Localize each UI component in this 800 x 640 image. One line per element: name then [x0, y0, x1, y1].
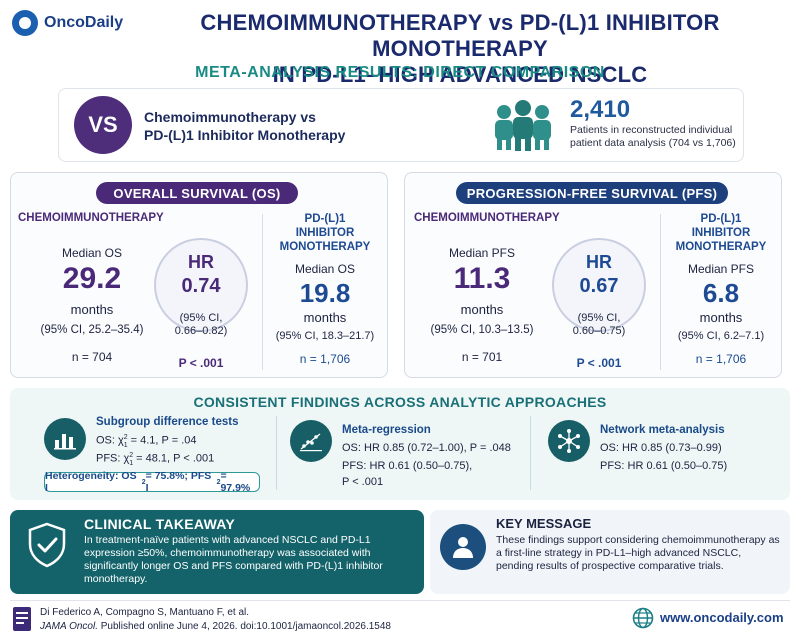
- footer-divider: [10, 600, 790, 601]
- shield-check-icon: [28, 522, 66, 568]
- citation-details: JAMA Oncol. Published online June 4, 202…: [40, 621, 391, 632]
- os-hr-ci-line1: (95% CI,: [179, 312, 223, 324]
- comparison-label-line1: Chemoimmunotherapy vs: [144, 109, 316, 125]
- pfs-chemo-heading: CHEMOIMMUNOTHERAPY: [414, 212, 560, 224]
- os-p-value: P < .001: [178, 356, 224, 370]
- scatter-trend-icon: [290, 420, 332, 462]
- os-mono-heading-line3: MONOTHERAPY: [279, 241, 371, 253]
- os-hr-ci: (95% CI, 0.66–0.82): [154, 312, 248, 338]
- os-chemo-label: Median OS: [61, 246, 123, 260]
- oncodaily-logo[interactable]: OncoDaily: [12, 10, 123, 36]
- pfs-mono-heading: PD-(L)1 INHIBITOR MONOTHERAPY: [664, 212, 778, 254]
- citation-authors: Di Federico A, Compagno S, Mantuano F, e…: [40, 607, 249, 618]
- pfs-title: PROGRESSION-FREE SURVIVAL (PFS): [456, 182, 728, 204]
- network-os: OS: HR 0.85 (0.73–0.99): [600, 442, 722, 454]
- citation-info: Published online June 4, 2026. doi:10.10…: [97, 621, 391, 632]
- pfs-hr-ci-line1: (95% CI,: [577, 312, 621, 324]
- comparison-label: Chemoimmunotherapy vs PD-(L)1 Inhibitor …: [144, 108, 404, 144]
- os-chemo-n: n = 704: [71, 350, 113, 364]
- os-chemo-unit: months: [70, 302, 114, 317]
- subgroup-heading: Subgroup difference tests: [96, 416, 239, 428]
- os-hr-circle: [154, 238, 248, 332]
- clinical-takeaway-box: [10, 510, 424, 594]
- pfs-divider: [660, 214, 661, 370]
- pfs-hr-label: HR: [586, 252, 612, 272]
- os-hr-ci-line2: 0.66–0.82): [174, 325, 228, 337]
- subgroup-os: OS: χ21 = 4.1, P = .04: [96, 434, 197, 449]
- os-mono-n: n = 1,706: [299, 352, 351, 366]
- subgroup-pfs: PFS: χ21 = 48.1, P < .001: [96, 452, 215, 467]
- os-mono-label: Median OS: [294, 262, 356, 276]
- title-line-1: CHEMOIMMUNOTHERAPY vs PD-(L)1 INHIBITOR …: [200, 10, 720, 61]
- os-hr-value: 0.74: [181, 275, 221, 297]
- findings-separator-1: [276, 416, 277, 490]
- takeaway-body: In treatment-naïve patients with advance…: [84, 534, 383, 585]
- key-message-body: These findings support considering chemo…: [496, 534, 780, 572]
- pfs-hr-ci: (95% CI, 0.60–0.75): [552, 312, 646, 338]
- meta-regression-heading: Meta-regression: [342, 424, 431, 436]
- key-message-box: [430, 510, 790, 594]
- os-mono-value: 19.8: [299, 278, 351, 308]
- pfs-mono-ci: (95% CI, 6.2–7.1): [677, 330, 765, 342]
- network-icon: [548, 420, 590, 462]
- os-chemo-ci: (95% CI, 25.2–35.4): [40, 324, 144, 336]
- citation-journal: JAMA Oncol.: [40, 621, 98, 632]
- os-mono-heading-line1: PD-(L)1: [304, 213, 346, 225]
- os-divider: [262, 214, 263, 370]
- pfs-mono-value: 6.8: [702, 278, 740, 308]
- pfs-mono-heading-line2: INHIBITOR: [691, 227, 751, 239]
- os-mono-heading: PD-(L)1 INHIBITOR MONOTHERAPY: [270, 212, 380, 254]
- network-heading: Network meta-analysis: [600, 424, 725, 436]
- findings-title: CONSISTENT FINDINGS ACROSS ANALYTIC APPR…: [193, 394, 607, 410]
- logo-mark-icon: [12, 10, 38, 36]
- pfs-mono-heading-line1: PD-(L)1: [700, 213, 742, 225]
- comparison-card: [58, 88, 744, 162]
- pfs-hr-ci-line2: 0.60–0.75): [572, 325, 626, 337]
- meta-regression-pfs-line2: P < .001: [342, 476, 384, 488]
- findings-separator-2: [530, 416, 531, 490]
- meta-regression-pfs-line1: PFS: HR 0.61 (0.50–0.75),: [342, 460, 473, 472]
- title-line-2: IN PD-L1–HIGH ADVANCED NSCLC: [272, 62, 648, 87]
- os-title: OVERALL SURVIVAL (OS): [96, 182, 298, 204]
- patients-group-icon: [495, 100, 551, 151]
- key-message-title: KEY MESSAGE: [496, 516, 592, 531]
- pfs-p-value: P < .001: [576, 356, 622, 370]
- globe-icon: [632, 607, 654, 629]
- pfs-mono-heading-line3: MONOTHERAPY: [675, 241, 767, 253]
- page-title: CHEMOIMMUNOTHERAPY vs PD-(L)1 INHIBITOR …: [130, 10, 790, 88]
- pfs-chemo-label: Median PFS: [448, 246, 516, 260]
- os-chemo-value: 29.2: [62, 262, 122, 295]
- pfs-chemo-n: n = 701: [461, 350, 503, 364]
- person-icon: [440, 524, 486, 570]
- patients-description: Patients in reconstructed individual pat…: [570, 124, 736, 149]
- meta-regression-os: OS: HR 0.85 (0.72–1.00), P = .048: [342, 442, 511, 454]
- os-mono-ci: (95% CI, 18.3–21.7): [275, 330, 375, 342]
- pfs-chemo-unit: months: [460, 302, 504, 317]
- pfs-hr-circle: [552, 238, 646, 332]
- os-chemo-heading: CHEMOIMMUNOTHERAPY: [18, 212, 164, 224]
- pfs-mono-n: n = 1,706: [695, 352, 747, 366]
- page-subtitle: META-ANALYSIS RESULTS: DIRECT COMPARISON: [195, 64, 605, 81]
- pfs-mono-label: Median PFS: [687, 262, 755, 276]
- comparison-label-line2: PD-(L)1 Inhibitor Monotherapy: [144, 127, 346, 143]
- document-icon: [13, 607, 31, 631]
- bar-chart-icon: [44, 418, 86, 460]
- takeaway-title: CLINICAL TAKEAWAY: [84, 516, 236, 532]
- os-mono-unit: months: [303, 310, 347, 325]
- pfs-chemo-ci: (95% CI, 10.3–13.5): [430, 324, 534, 336]
- vs-badge: VS: [74, 96, 132, 154]
- pfs-mono-unit: months: [699, 310, 743, 325]
- os-hr-label: HR: [188, 252, 214, 272]
- os-mono-heading-line2: INHIBITOR: [295, 227, 355, 239]
- website-link[interactable]: www.oncodaily.com: [660, 610, 784, 625]
- network-pfs: PFS: HR 0.61 (0.50–0.75): [600, 460, 728, 472]
- pfs-chemo-value: 11.3: [453, 262, 511, 295]
- patients-total: 2,410: [570, 96, 631, 123]
- pfs-hr-value: 0.67: [579, 275, 619, 297]
- brand-name: OncoDaily: [44, 14, 124, 31]
